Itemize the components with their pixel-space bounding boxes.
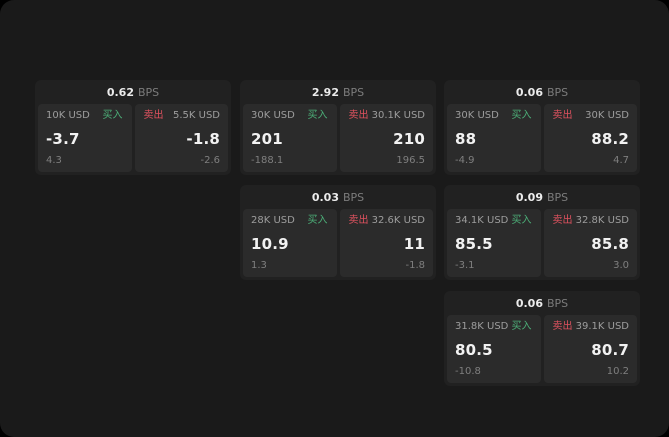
buy-price-tile[interactable]: 34.1K USD 买入 85.5 -3.1 [447,209,541,277]
sell-size: 39.1K USD [575,321,629,332]
buy-button[interactable]: 买入 [307,215,328,226]
buy-button[interactable]: 买入 [511,215,532,226]
sell-price-tile[interactable]: 卖出 32.8K USD 85.8 3.0 [543,209,637,277]
sell-button[interactable]: 卖出 [552,321,573,332]
sell-price-tile[interactable]: 卖出 39.1K USD 80.7 10.2 [543,315,637,383]
spread-unit: BPS [342,190,365,204]
sell-price-tile[interactable]: 卖出 5.5K USD -1.8 -2.6 [134,104,228,172]
sell-price: 88.2 [591,129,629,148]
sell-change: 3.0 [613,260,629,271]
buy-change: -10.8 [455,366,481,377]
buy-change: -4.9 [455,155,475,166]
quote-card: 0.09 BPS 34.1K USD 买入 85.5 -3.1 卖出 32.8K… [444,185,640,280]
buy-price: 201 [251,129,283,148]
buy-button[interactable]: 买入 [307,110,328,121]
sell-change: 10.2 [606,366,629,377]
sell-change: -1.8 [405,260,425,271]
spread-value: 2.92 [311,85,339,99]
spread-value: 0.09 [515,190,543,204]
sell-button[interactable]: 卖出 [552,110,573,121]
buy-price-tile[interactable]: 31.8K USD 买入 80.5 -10.8 [447,315,541,383]
buy-size: 10K USD [46,110,90,121]
buy-size: 30K USD [455,110,499,121]
buy-change: 4.3 [46,155,62,166]
quote-card: 0.06 BPS 31.8K USD 买入 80.5 -10.8 卖出 39.1… [444,291,640,386]
spread-unit: BPS [546,85,569,99]
quote-card: 2.92 BPS 30K USD 买入 201 -188.1 卖出 30.1K … [240,80,436,175]
sell-change: -2.6 [200,155,220,166]
sell-size: 30K USD [585,110,629,121]
buy-price: -3.7 [46,129,80,148]
sell-size: 5.5K USD [172,110,220,121]
buy-price-tile[interactable]: 30K USD 买入 88 -4.9 [447,104,541,172]
buy-size: 34.1K USD [455,215,509,226]
buy-size: 30K USD [251,110,295,121]
sell-size: 30.1K USD [371,110,425,121]
spread-header: 0.03 BPS [243,185,433,209]
spread-unit: BPS [342,85,365,99]
sell-button[interactable]: 卖出 [348,110,369,121]
quote-card: 0.62 BPS 10K USD 买入 -3.7 4.3 卖出 5.5K USD… [35,80,231,175]
buy-button[interactable]: 买入 [511,110,532,121]
sell-price-tile[interactable]: 卖出 32.6K USD 11 -1.8 [339,209,433,277]
quote-card: 0.03 BPS 28K USD 买入 10.9 1.3 卖出 32.6K US… [240,185,436,280]
sell-size: 32.8K USD [575,215,629,226]
spread-header: 0.06 BPS [447,80,637,104]
sell-size: 32.6K USD [371,215,425,226]
buy-price: 88 [455,129,477,148]
spread-value: 0.06 [515,296,543,310]
spread-unit: BPS [546,296,569,310]
buy-price: 80.5 [455,340,493,359]
sell-price: 11 [403,234,425,253]
sell-button[interactable]: 卖出 [552,215,573,226]
sell-change: 196.5 [396,155,425,166]
sell-price-tile[interactable]: 卖出 30.1K USD 210 196.5 [339,104,433,172]
spread-header: 0.09 BPS [447,185,637,209]
buy-size: 28K USD [251,215,295,226]
sell-price: 85.8 [591,234,629,253]
buy-price: 10.9 [251,234,289,253]
spread-value: 0.62 [106,85,134,99]
sell-button[interactable]: 卖出 [348,215,369,226]
buy-size: 31.8K USD [455,321,509,332]
buy-button[interactable]: 买入 [511,321,532,332]
spread-header: 2.92 BPS [243,80,433,104]
buy-change: -188.1 [251,155,284,166]
spread-header: 0.06 BPS [447,291,637,315]
sell-price: 210 [393,129,425,148]
sell-button[interactable]: 卖出 [143,110,164,121]
buy-change: 1.3 [251,260,267,271]
buy-price-tile[interactable]: 28K USD 买入 10.9 1.3 [243,209,337,277]
spread-value: 0.06 [515,85,543,99]
buy-price-tile[interactable]: 10K USD 买入 -3.7 4.3 [38,104,132,172]
spread-unit: BPS [137,85,160,99]
buy-price: 85.5 [455,234,493,253]
quote-card: 0.06 BPS 30K USD 买入 88 -4.9 卖出 30K USD 8… [444,80,640,175]
sell-price: 80.7 [591,340,629,359]
buy-price-tile[interactable]: 30K USD 买入 201 -188.1 [243,104,337,172]
sell-change: 4.7 [613,155,629,166]
spread-unit: BPS [546,190,569,204]
spread-header: 0.62 BPS [38,80,228,104]
sell-price-tile[interactable]: 卖出 30K USD 88.2 4.7 [543,104,637,172]
spread-value: 0.03 [311,190,339,204]
buy-button[interactable]: 买入 [102,110,123,121]
sell-price: -1.8 [186,129,220,148]
buy-change: -3.1 [455,260,475,271]
